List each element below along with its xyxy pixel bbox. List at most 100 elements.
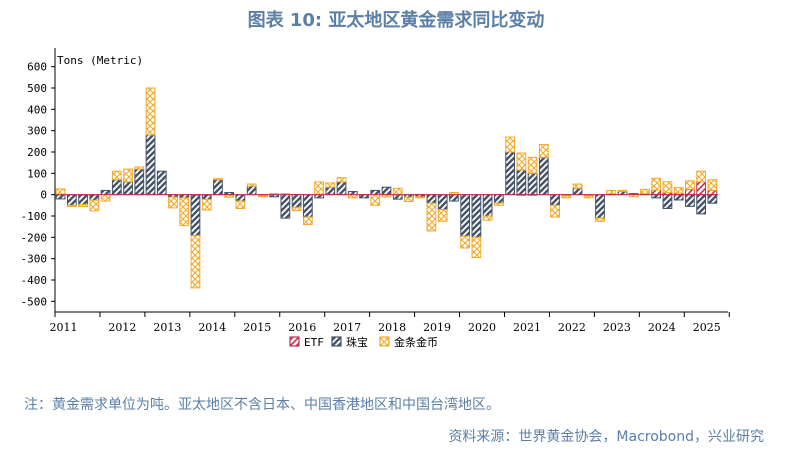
x-tick-label: 2014 [198,321,226,334]
bar-segment [662,194,673,210]
bar-segment [538,156,549,196]
bar-segment [673,194,684,201]
y-tick-label: 300 [27,125,47,138]
bar-segment [145,87,156,136]
bar-segment [696,170,707,183]
bar-segment [123,168,133,183]
bar-segment [235,200,246,210]
bar-segment [381,194,392,198]
chart-note: 注：黄金需求单位为吨。亚太地区不含日本、中国香港地区和中国台湾地区。 [24,397,500,413]
bar-segment [651,189,662,196]
y-tick-label: 0 [40,189,47,202]
bar-segment [685,194,695,207]
bar-segment [213,178,223,181]
bar-segment [258,195,268,198]
x-tick-label: 2023 [603,321,631,334]
x-tick-label: 2012 [108,321,136,334]
bar-segment [561,195,572,199]
bar-segment [685,188,695,196]
bar-segment [673,187,684,194]
bar-segment [437,209,448,222]
bar-segment [134,166,145,170]
x-tick-label: 2025 [693,321,721,334]
bar-segment [516,169,527,196]
x-tick-label: 2018 [378,321,406,334]
bar-segment [66,204,77,207]
bar-segment [66,194,77,206]
bar-segment [404,196,414,202]
bar-segment [595,194,605,219]
bar-segment [482,215,493,221]
bar-segment [471,236,482,259]
bar-segment [246,185,257,196]
y-tick-label: -400 [21,274,48,287]
bar-segment [449,194,459,202]
bar-segment [471,194,482,238]
bar-segment [662,181,673,194]
chart-title: 图表 10: 亚太地区黄金需求同比变动 [247,10,545,31]
bar-segment [111,170,122,181]
x-tick-label: 2022 [558,321,586,334]
x-tick-label: 2020 [468,321,496,334]
chart-source: 资料来源：世界黄金协会，Macrobond，兴业研究 [448,429,764,445]
legend-swatch [331,336,342,347]
bar-segment [505,136,515,153]
bar-segment [606,189,617,195]
bar-segment [190,194,201,237]
bar-segment [224,194,235,198]
bar-segment [179,197,190,227]
x-tick-label: 2021 [513,321,541,334]
bar-segment [415,196,426,199]
bar-segment [583,195,594,199]
legend-label: ETF [304,336,324,349]
bar-segment [572,183,583,189]
legend-swatch [379,336,390,347]
bar-segment [78,203,88,208]
bar-segment [78,194,88,205]
bar-segment [201,198,212,211]
legend-swatch [289,336,300,347]
bar-segment [370,194,381,206]
y-tick-label: -100 [21,210,48,223]
bar-segment [437,194,448,211]
bar-segment [550,204,560,218]
bar-segment [123,181,133,196]
y-tick-label: 600 [27,61,47,74]
bar-segment [156,170,167,196]
bar-segment [696,181,707,196]
bar-segment [595,217,605,222]
bar-segment [336,181,347,196]
bar-segment [505,151,515,196]
bar-segment [336,177,347,183]
bar-segment [89,199,100,212]
bar-segment [381,186,392,196]
bar-segment [482,194,493,217]
bar-segment [538,144,549,158]
bar-segment [550,194,560,206]
bar-segment [707,189,718,196]
bar-segment [325,182,336,188]
y-tick-label: 400 [27,103,47,116]
bar-segment [134,168,145,196]
bar-segment [111,179,122,196]
bar-segment [527,172,538,196]
bar-segment [572,187,583,196]
y-tick-label: -200 [21,231,48,244]
x-tick-label: 2024 [648,321,676,334]
bar-segment [392,187,403,196]
bar-segment [640,188,650,195]
bar-segment [100,189,111,196]
x-tick-label: 2017 [333,321,361,334]
bar-segment [685,180,695,190]
bar-segment [651,177,662,191]
bar-segment [426,194,437,204]
stacked-bar-chart: 600 500 400 300 200 100 0 -100 -200 -300 -400 -500 T… [21,48,730,349]
bar-segment [460,235,471,249]
bar-segment [325,186,336,196]
bar-segment [55,188,66,195]
bar-segment [213,179,223,196]
bar-segment [168,196,178,209]
bar-segment [291,194,302,208]
bar-segment [145,134,156,196]
bar-segment [302,216,313,226]
